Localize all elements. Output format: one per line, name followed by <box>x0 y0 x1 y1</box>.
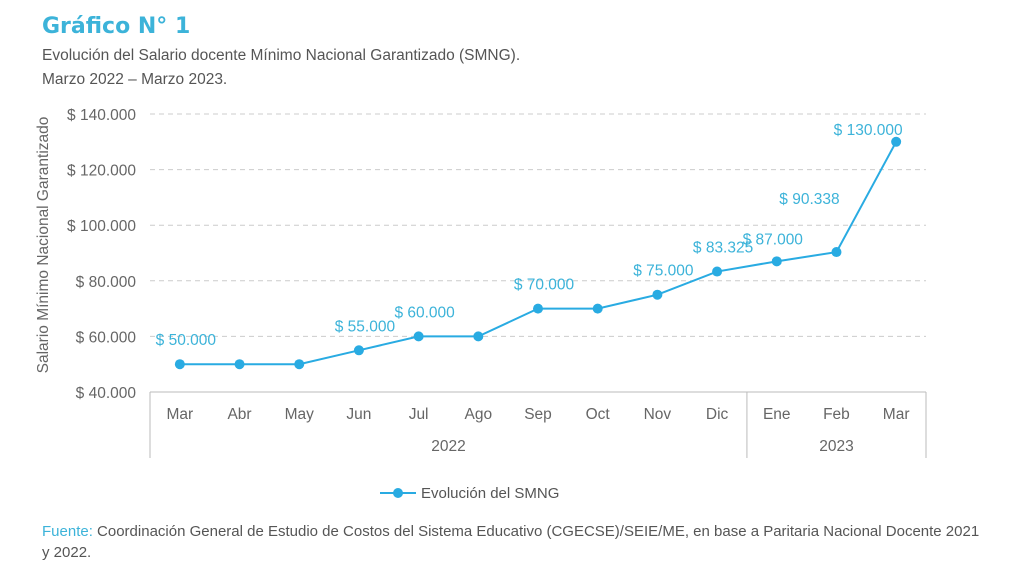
legend-label: Evolución del SMNG <box>421 485 559 502</box>
data-point <box>174 359 185 370</box>
chart-subtitle: Evolución del Salario docente Mínimo Nac… <box>42 44 520 92</box>
data-point <box>473 331 484 342</box>
source-text: Coordinación General de Estudio de Costo… <box>42 523 980 561</box>
subtitle-line-1: Evolución del Salario docente Mínimo Nac… <box>42 47 521 64</box>
grid-lines <box>150 113 926 337</box>
x-tick-label: Jun <box>346 406 371 423</box>
source-label: Fuente: <box>42 523 93 540</box>
year-label: 2022 <box>431 438 465 455</box>
x-tick-label: Abr <box>227 406 251 423</box>
y-tick-label: $ 60.000 <box>76 329 137 346</box>
y-tick-label: $ 120.000 <box>67 163 136 180</box>
y-tick-label: $ 80.000 <box>76 274 137 291</box>
data-point <box>353 345 364 356</box>
series-polyline <box>179 141 898 366</box>
x-tick-label: Nov <box>644 406 672 423</box>
x-tick-label: Oct <box>586 406 611 423</box>
data-labels: $ 50.000 $ 55.000$ 60.000 $ 70.000 $ 75.000… <box>156 122 903 349</box>
data-points <box>174 136 902 370</box>
data-label: $ 83.325 <box>693 240 753 257</box>
legend: Evolución del SMNG <box>380 485 559 502</box>
data-label: $ 87.000 <box>743 231 804 248</box>
data-point <box>234 359 245 370</box>
data-label: $ 55.000 <box>335 318 396 335</box>
y-tick-label: $ 40.000 <box>76 385 137 402</box>
year-label: 2023 <box>819 438 853 455</box>
x-tick-label: Sep <box>524 406 552 423</box>
data-point <box>652 289 663 300</box>
x-tick-label: Jul <box>409 406 429 423</box>
data-label: $ 50.000 <box>156 332 217 349</box>
series-line <box>179 141 898 366</box>
axes: $ 40.000 $ 60.000 $ 80.000 $ 100.000 $ 120.0… <box>67 107 927 458</box>
data-label: $ 60.000 <box>394 304 455 321</box>
data-point <box>592 303 603 314</box>
data-label: $ 70.000 <box>514 277 575 294</box>
data-label: $ 90.338 <box>779 191 839 208</box>
x-tick-label: Ago <box>465 406 493 423</box>
x-tick-label: May <box>285 406 315 423</box>
data-point <box>712 266 723 277</box>
x-tick-label: Mar <box>883 406 910 423</box>
y-tick-label: $ 100.000 <box>67 218 136 235</box>
chart-title: Gráfico N° 1 <box>42 14 191 39</box>
x-tick-label: Feb <box>823 406 850 423</box>
data-point <box>831 247 842 258</box>
data-point <box>891 136 902 147</box>
source-note: Fuente: Coordinación General de Estudio … <box>42 521 982 563</box>
data-point <box>294 359 305 370</box>
data-point <box>771 256 782 267</box>
x-tick-label: Ene <box>763 406 791 423</box>
data-point <box>413 331 424 342</box>
data-point <box>533 303 543 314</box>
subtitle-line-2: Marzo 2022 – Marzo 2023. <box>42 71 228 88</box>
data-label: $ 130.000 <box>834 122 903 139</box>
legend-marker <box>393 488 403 498</box>
x-tick-label: Dic <box>706 406 729 423</box>
x-tick-label: Mar <box>166 406 193 423</box>
y-axis-label: Salario Mínimo Nacional Garantizado <box>35 117 52 374</box>
y-tick-label: $ 140.000 <box>67 107 136 124</box>
data-label: $ 75.000 <box>633 263 694 280</box>
